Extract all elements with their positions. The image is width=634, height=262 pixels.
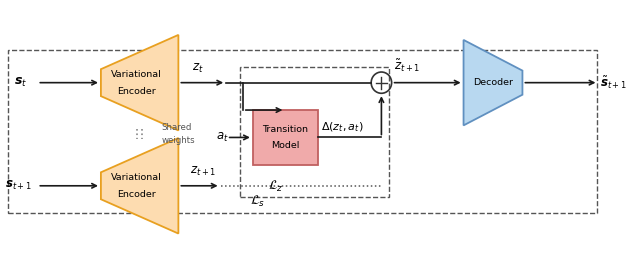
Text: weights: weights [161, 136, 195, 145]
Text: $\mathcal{L}_s$: $\mathcal{L}_s$ [250, 194, 265, 209]
Polygon shape [101, 138, 178, 233]
Text: $z_t$: $z_t$ [192, 62, 204, 75]
Text: Encoder: Encoder [117, 86, 156, 96]
Polygon shape [101, 35, 178, 130]
Text: $\boldsymbol{s}_{t+1}$: $\boldsymbol{s}_{t+1}$ [5, 179, 32, 192]
Text: $z_{t+1}$: $z_{t+1}$ [190, 165, 216, 178]
Text: Variational: Variational [111, 173, 162, 182]
Text: $\tilde{z}_{t+1}$: $\tilde{z}_{t+1}$ [394, 58, 420, 74]
Text: Encoder: Encoder [117, 190, 156, 199]
Text: Shared: Shared [161, 123, 191, 132]
Text: Model: Model [271, 141, 299, 150]
Text: $\Delta(z_t,a_t)$: $\Delta(z_t,a_t)$ [321, 120, 363, 134]
Text: $a_t$: $a_t$ [216, 131, 228, 144]
Text: $\tilde{\boldsymbol{s}}_{t+1}$: $\tilde{\boldsymbol{s}}_{t+1}$ [600, 74, 627, 91]
Text: Transition: Transition [262, 125, 308, 134]
Text: Decoder: Decoder [473, 78, 513, 87]
Polygon shape [463, 40, 522, 125]
Text: $\boldsymbol{s}_t$: $\boldsymbol{s}_t$ [14, 76, 27, 89]
FancyBboxPatch shape [253, 110, 318, 165]
Text: Variational: Variational [111, 70, 162, 79]
Text: $\mathcal{L}_z$: $\mathcal{L}_z$ [268, 178, 283, 194]
